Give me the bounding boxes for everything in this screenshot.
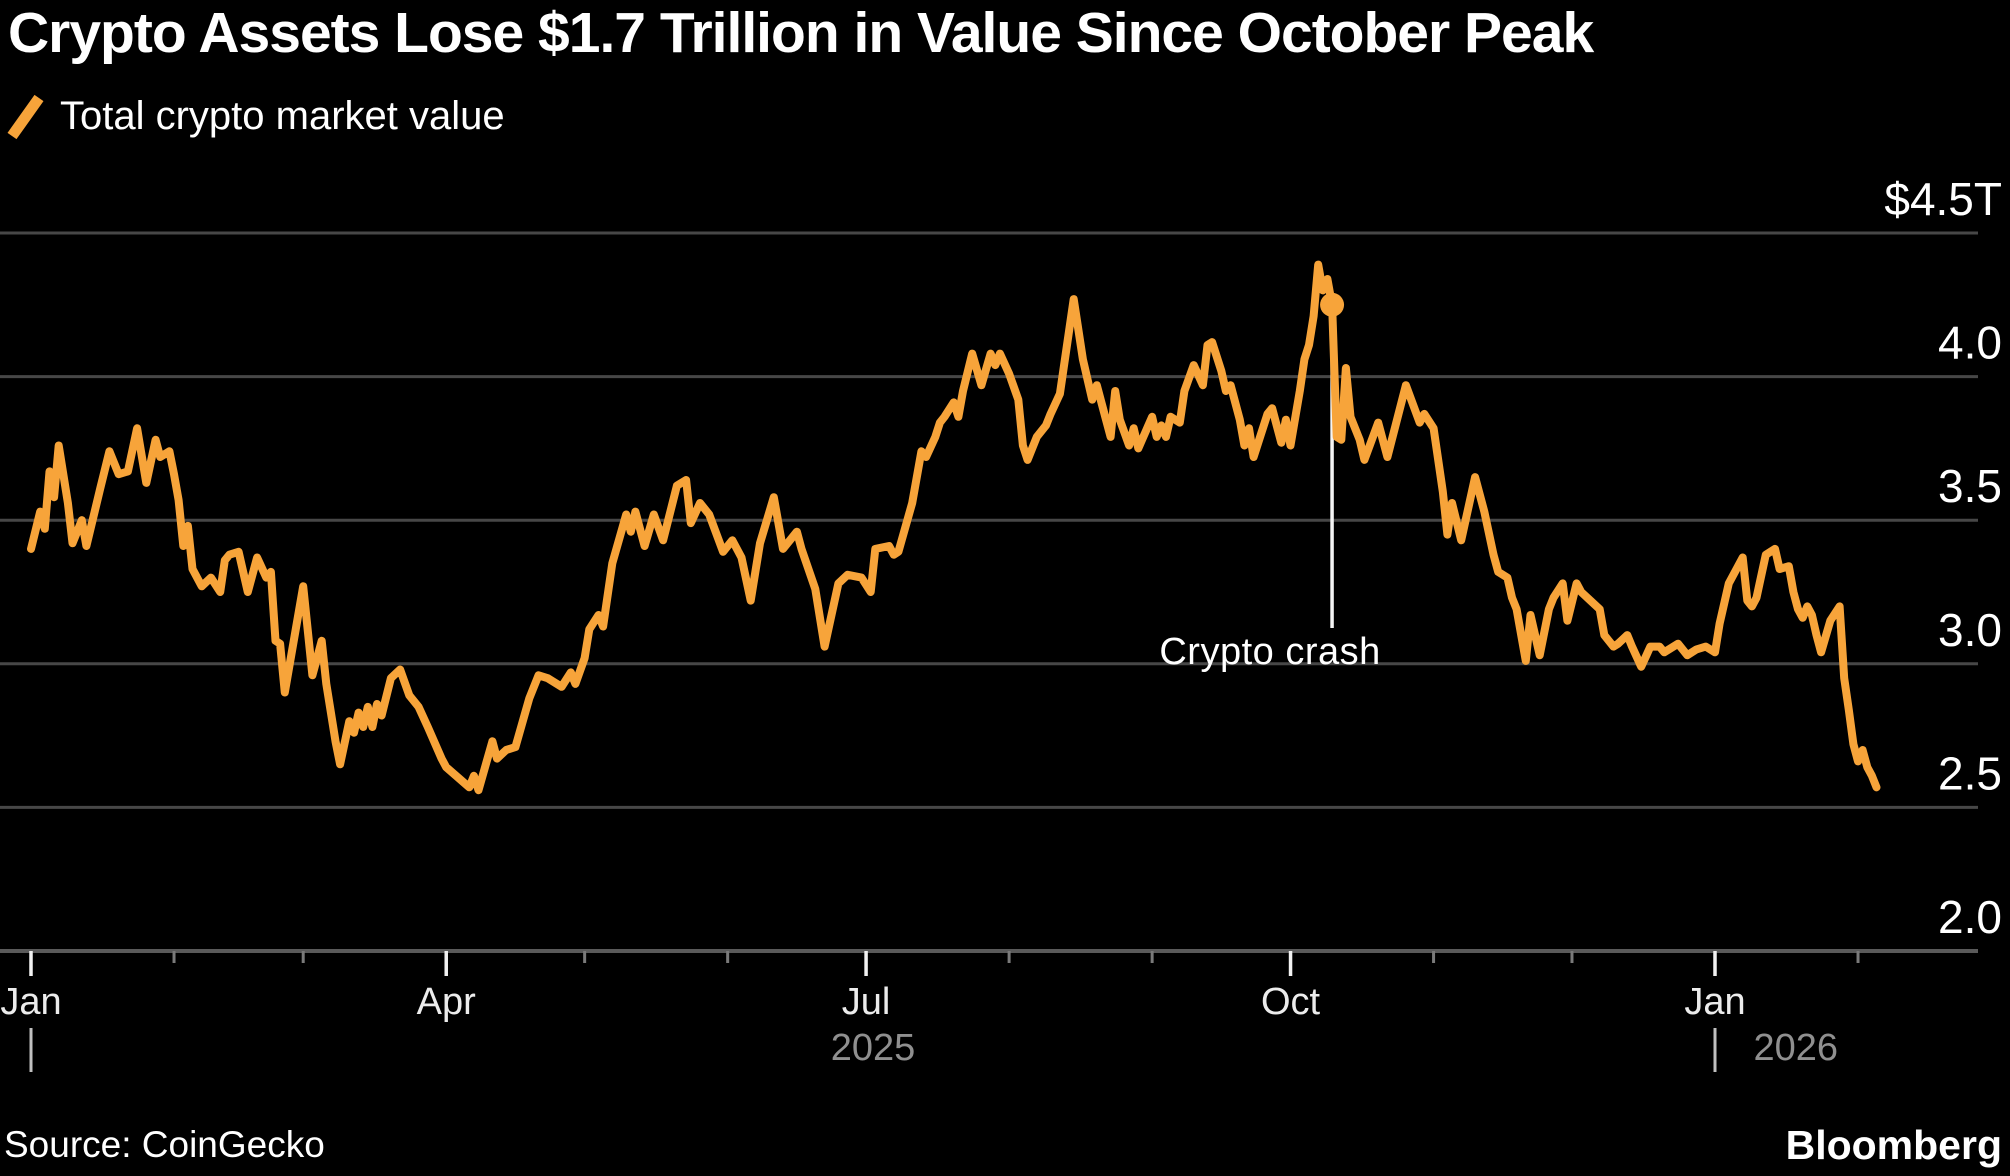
bloomberg-logo: Bloomberg [1785,1122,2002,1168]
y-axis-label: 2.0 [1938,891,2002,943]
legend-label: Total crypto market value [60,93,505,138]
y-axis-label: 4.0 [1938,317,2002,369]
y-axis-label: 2.5 [1938,747,2002,799]
year-label: 2025 [831,1027,916,1069]
legend-line-swatch-icon [7,94,44,140]
year-label: 2026 [1753,1027,1838,1069]
peak-marker-dot [1320,292,1345,317]
chart-title: Crypto Assets Lose $1.7 Trillion in Valu… [8,1,1594,65]
y-axis-label: 3.0 [1938,604,2002,656]
x-axis-month-label: Jul [842,981,891,1023]
legend: Total crypto market value [6,88,505,144]
y-axis-label: $4.5T [1884,173,2002,225]
x-axis-month-label: Jan [0,981,61,1023]
y-axis-label: 3.5 [1938,460,2002,512]
x-axis-month-label: Oct [1261,981,1321,1023]
x-axis-month-label: Jan [1684,981,1745,1023]
x-axis-month-label: Apr [417,981,476,1023]
source-credit: Source: CoinGecko [4,1124,325,1165]
annotation-label: Crypto crash [1159,631,1380,673]
series-line [27,260,1881,795]
